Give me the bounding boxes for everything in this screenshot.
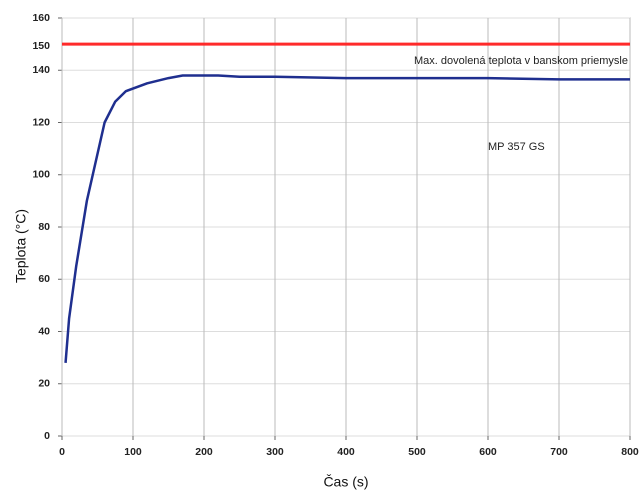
- y-tick-label: 140: [32, 64, 50, 76]
- x-tick-label: 800: [621, 446, 639, 458]
- y-tick-label: 40: [38, 325, 50, 337]
- x-tick-label: 200: [195, 446, 213, 458]
- y-tick-label: 120: [32, 116, 50, 128]
- y-axis-title: Teplota (°C): [13, 209, 29, 283]
- y-tick-label: 60: [38, 273, 50, 285]
- x-tick-label: 300: [266, 446, 284, 458]
- x-tick-label: 600: [479, 446, 497, 458]
- x-tick-label: 500: [408, 446, 426, 458]
- y-tick-label: 80: [38, 221, 50, 233]
- y-tick-label: 20: [38, 378, 50, 390]
- y-tick-label: 160: [32, 12, 50, 24]
- x-tick-label: 0: [59, 446, 65, 458]
- x-tick-label: 700: [550, 446, 568, 458]
- reference-tick-label: 150: [32, 40, 50, 52]
- x-axis-title: Čas (s): [323, 474, 368, 490]
- series-label: MP 357 GS: [488, 141, 545, 153]
- reference-label: Max. dovolená teplota v banskom priemysl…: [414, 55, 628, 67]
- x-tick-label: 100: [124, 446, 142, 458]
- series-line: [64, 74, 630, 363]
- y-tick-label: 0: [44, 430, 50, 442]
- y-tick-label: 100: [32, 169, 50, 181]
- x-tick-label: 400: [337, 446, 355, 458]
